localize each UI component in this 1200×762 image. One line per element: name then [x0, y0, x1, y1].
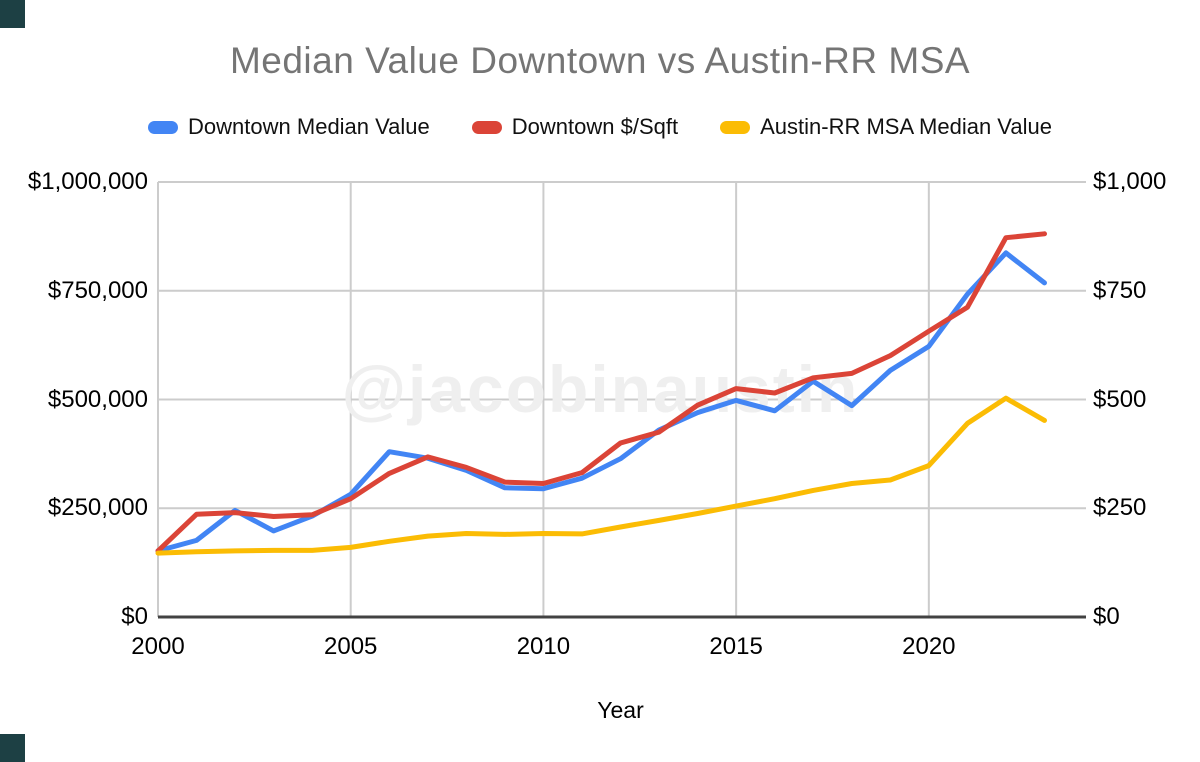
- legend-label: Downtown $/Sqft: [511, 114, 679, 139]
- background-corner-top-left: [0, 0, 25, 28]
- x-axis-tick-label: 2005: [324, 633, 378, 660]
- y-axis-left-tick-label: $0: [121, 603, 148, 630]
- y-axis-right-tick-label: $250: [1093, 494, 1147, 522]
- y-axis-left-tick-label: $750,000: [47, 276, 148, 304]
- x-axis-tick-label: 2015: [709, 633, 763, 660]
- legend-item-downtown-median-value: Downtown Median Value: [148, 114, 430, 140]
- y-axis-left-tick-label: $500,000: [47, 385, 148, 413]
- y-axis-left-tick-label: $250,000: [47, 494, 148, 522]
- series-line-downtown-sqft: [155, 231, 1047, 554]
- y-axis-right-tick-label: $750: [1093, 276, 1147, 304]
- chart-legend: Downtown Median Value Downtown $/Sqft Au…: [0, 114, 1200, 140]
- legend-label: Austin-RR MSA Median Value: [760, 114, 1052, 139]
- background-corner-bottom-left: [0, 734, 25, 762]
- chart-title: Median Value Downtown vs Austin-RR MSA: [229, 40, 971, 81]
- watermark-text: @jacobinaustin: [342, 352, 860, 426]
- x-axis-tick-label: 2000: [131, 633, 185, 660]
- x-axis-title: Year: [597, 697, 644, 723]
- legend-swatch-red: [471, 120, 502, 134]
- legend-label: Downtown Median Value: [188, 114, 430, 139]
- series-line-downtown-median-value: [155, 250, 1047, 554]
- y-axis-right-tick-label: $1,000: [1093, 168, 1167, 195]
- series-line-austin-rr-msa-median-value: [155, 395, 1047, 556]
- legend-swatch-blue: [148, 120, 179, 134]
- y-axis-right-tick-label: $0: [1093, 603, 1120, 630]
- y-axis-right-tick-label: $500: [1093, 385, 1147, 413]
- legend-item-downtown-price-per-sqft: Downtown $/Sqft: [471, 114, 679, 140]
- y-axis-left-tick-label: $1,000,000: [27, 168, 148, 195]
- legend-swatch-yellow: [720, 120, 751, 134]
- x-axis-tick-label: 2010: [516, 633, 571, 660]
- legend-item-austin-rr-msa-median-value: Austin-RR MSA Median Value: [720, 114, 1052, 140]
- x-axis-tick-label: 2020: [902, 633, 956, 660]
